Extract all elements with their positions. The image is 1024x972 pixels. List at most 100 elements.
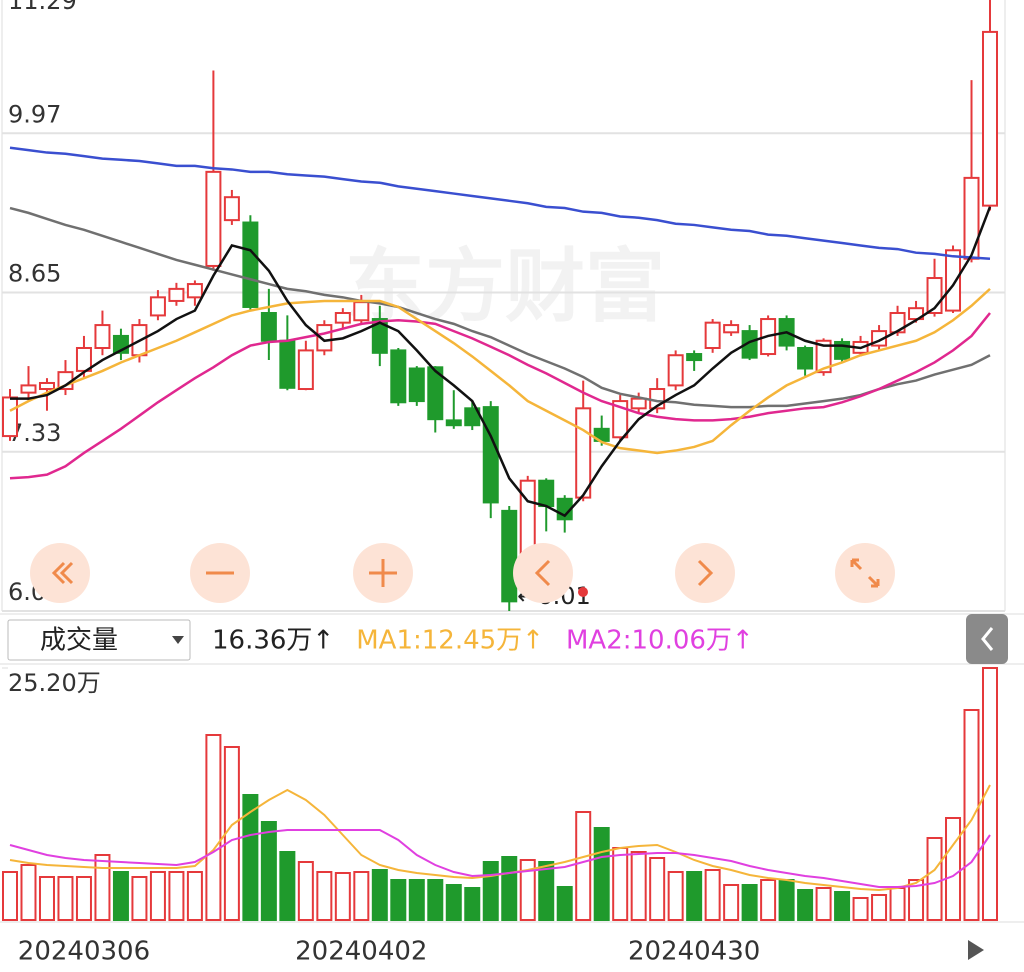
volume-bar — [223, 746, 240, 921]
volume-bar — [279, 851, 296, 921]
icon — [369, 559, 397, 587]
volume-bar — [38, 876, 55, 921]
volume-bar — [945, 817, 962, 921]
ma-line — [9, 312, 991, 480]
candle-body — [38, 381, 55, 391]
volume-ma-line — [9, 829, 991, 888]
candle-body — [741, 330, 758, 359]
volume-bar — [723, 884, 740, 921]
volume-bar — [75, 876, 92, 921]
volume-bar — [982, 667, 998, 921]
indicator-dropdown[interactable] — [7, 619, 191, 661]
volume-bar — [815, 887, 832, 921]
candle-body — [371, 318, 388, 354]
volume-bar — [334, 872, 351, 921]
ma-line — [10, 206, 992, 518]
candle-body — [2, 396, 18, 438]
volume-bar — [852, 897, 869, 921]
collapse-button[interactable] — [966, 614, 1008, 664]
candle-body — [205, 170, 222, 267]
volume-bar — [408, 879, 425, 921]
volume-bar — [538, 861, 555, 921]
volume-bar — [778, 879, 795, 921]
icon — [850, 558, 880, 588]
volume-bar — [131, 876, 148, 921]
volume-bar — [612, 847, 629, 921]
candle-body — [20, 384, 37, 394]
candle-body — [168, 287, 185, 302]
candle-body — [94, 324, 111, 349]
volume-bar — [112, 871, 129, 921]
y-tick-label: 8.65 — [8, 260, 61, 288]
volume-bar — [667, 871, 684, 921]
volume-bar — [57, 876, 74, 921]
volume-bar — [186, 871, 203, 921]
candle-body — [686, 353, 703, 362]
ma-line — [9, 287, 991, 455]
candle-body — [982, 30, 998, 207]
y-tick-label: 11.29 — [8, 0, 77, 15]
volume-bar — [168, 871, 185, 921]
candle-body — [149, 296, 166, 317]
readout: 16.36万↑ — [212, 626, 334, 656]
volume-bar — [371, 869, 388, 921]
candle-body — [723, 324, 740, 334]
icon — [697, 559, 714, 587]
volume-panel: 25.20万 20240306 20240402 20240430 — [0, 667, 1024, 967]
volume-bar — [501, 856, 518, 921]
candle-body — [186, 283, 203, 299]
candle-body — [353, 301, 370, 322]
volume-bar — [519, 859, 536, 921]
icon — [534, 559, 551, 587]
candle-body — [815, 339, 832, 374]
candle-body — [427, 366, 444, 421]
volume-bar — [871, 894, 888, 921]
volume-bar — [427, 879, 444, 921]
volume-bar — [686, 871, 703, 921]
fullscreen[interactable] — [835, 543, 895, 603]
readout: MA1:12.45万↑ — [356, 626, 544, 656]
volume-bar — [575, 811, 592, 921]
play-button[interactable] — [968, 940, 984, 960]
scroll-left[interactable] — [513, 543, 573, 603]
y-tick-label: 9.97 — [8, 100, 61, 128]
volume-bar — [741, 884, 758, 921]
x-tick-label: 20240306 — [18, 937, 150, 967]
volume-bar — [445, 884, 462, 921]
volume-bar — [556, 886, 573, 921]
candle-body — [538, 479, 555, 508]
ma-line — [9, 206, 991, 409]
candle-body — [797, 346, 814, 370]
volume-bar — [242, 794, 259, 921]
volume-bar — [205, 734, 222, 921]
scroll-right[interactable] — [675, 543, 735, 603]
y-tick-label: 25.20万 — [8, 669, 101, 697]
watermark: 东方财富 — [345, 240, 665, 333]
volume-bar — [834, 891, 851, 921]
volume-bar — [760, 879, 777, 921]
dropdown-arrow — [172, 636, 184, 644]
volume-bar — [963, 709, 980, 921]
nav-buttons — [30, 543, 895, 603]
volume-bar — [297, 861, 314, 921]
volume-bar — [908, 879, 925, 921]
candle-body — [630, 397, 647, 410]
volume-bar — [2, 871, 18, 921]
readout: MA2:10.06万↑ — [566, 626, 754, 656]
candle-body — [704, 321, 721, 349]
candle-body — [279, 339, 296, 389]
volume-bar — [649, 857, 666, 921]
volume-bar — [260, 821, 277, 921]
candle-body — [242, 221, 259, 308]
volume-bar — [20, 864, 37, 921]
candle-body — [612, 400, 629, 439]
volume-bar — [353, 871, 370, 921]
candle-body — [482, 406, 499, 504]
volume-bar — [797, 889, 814, 921]
indicator-label: 成交量 — [40, 626, 118, 656]
event-dot — [578, 587, 588, 597]
candle-body — [667, 354, 684, 387]
